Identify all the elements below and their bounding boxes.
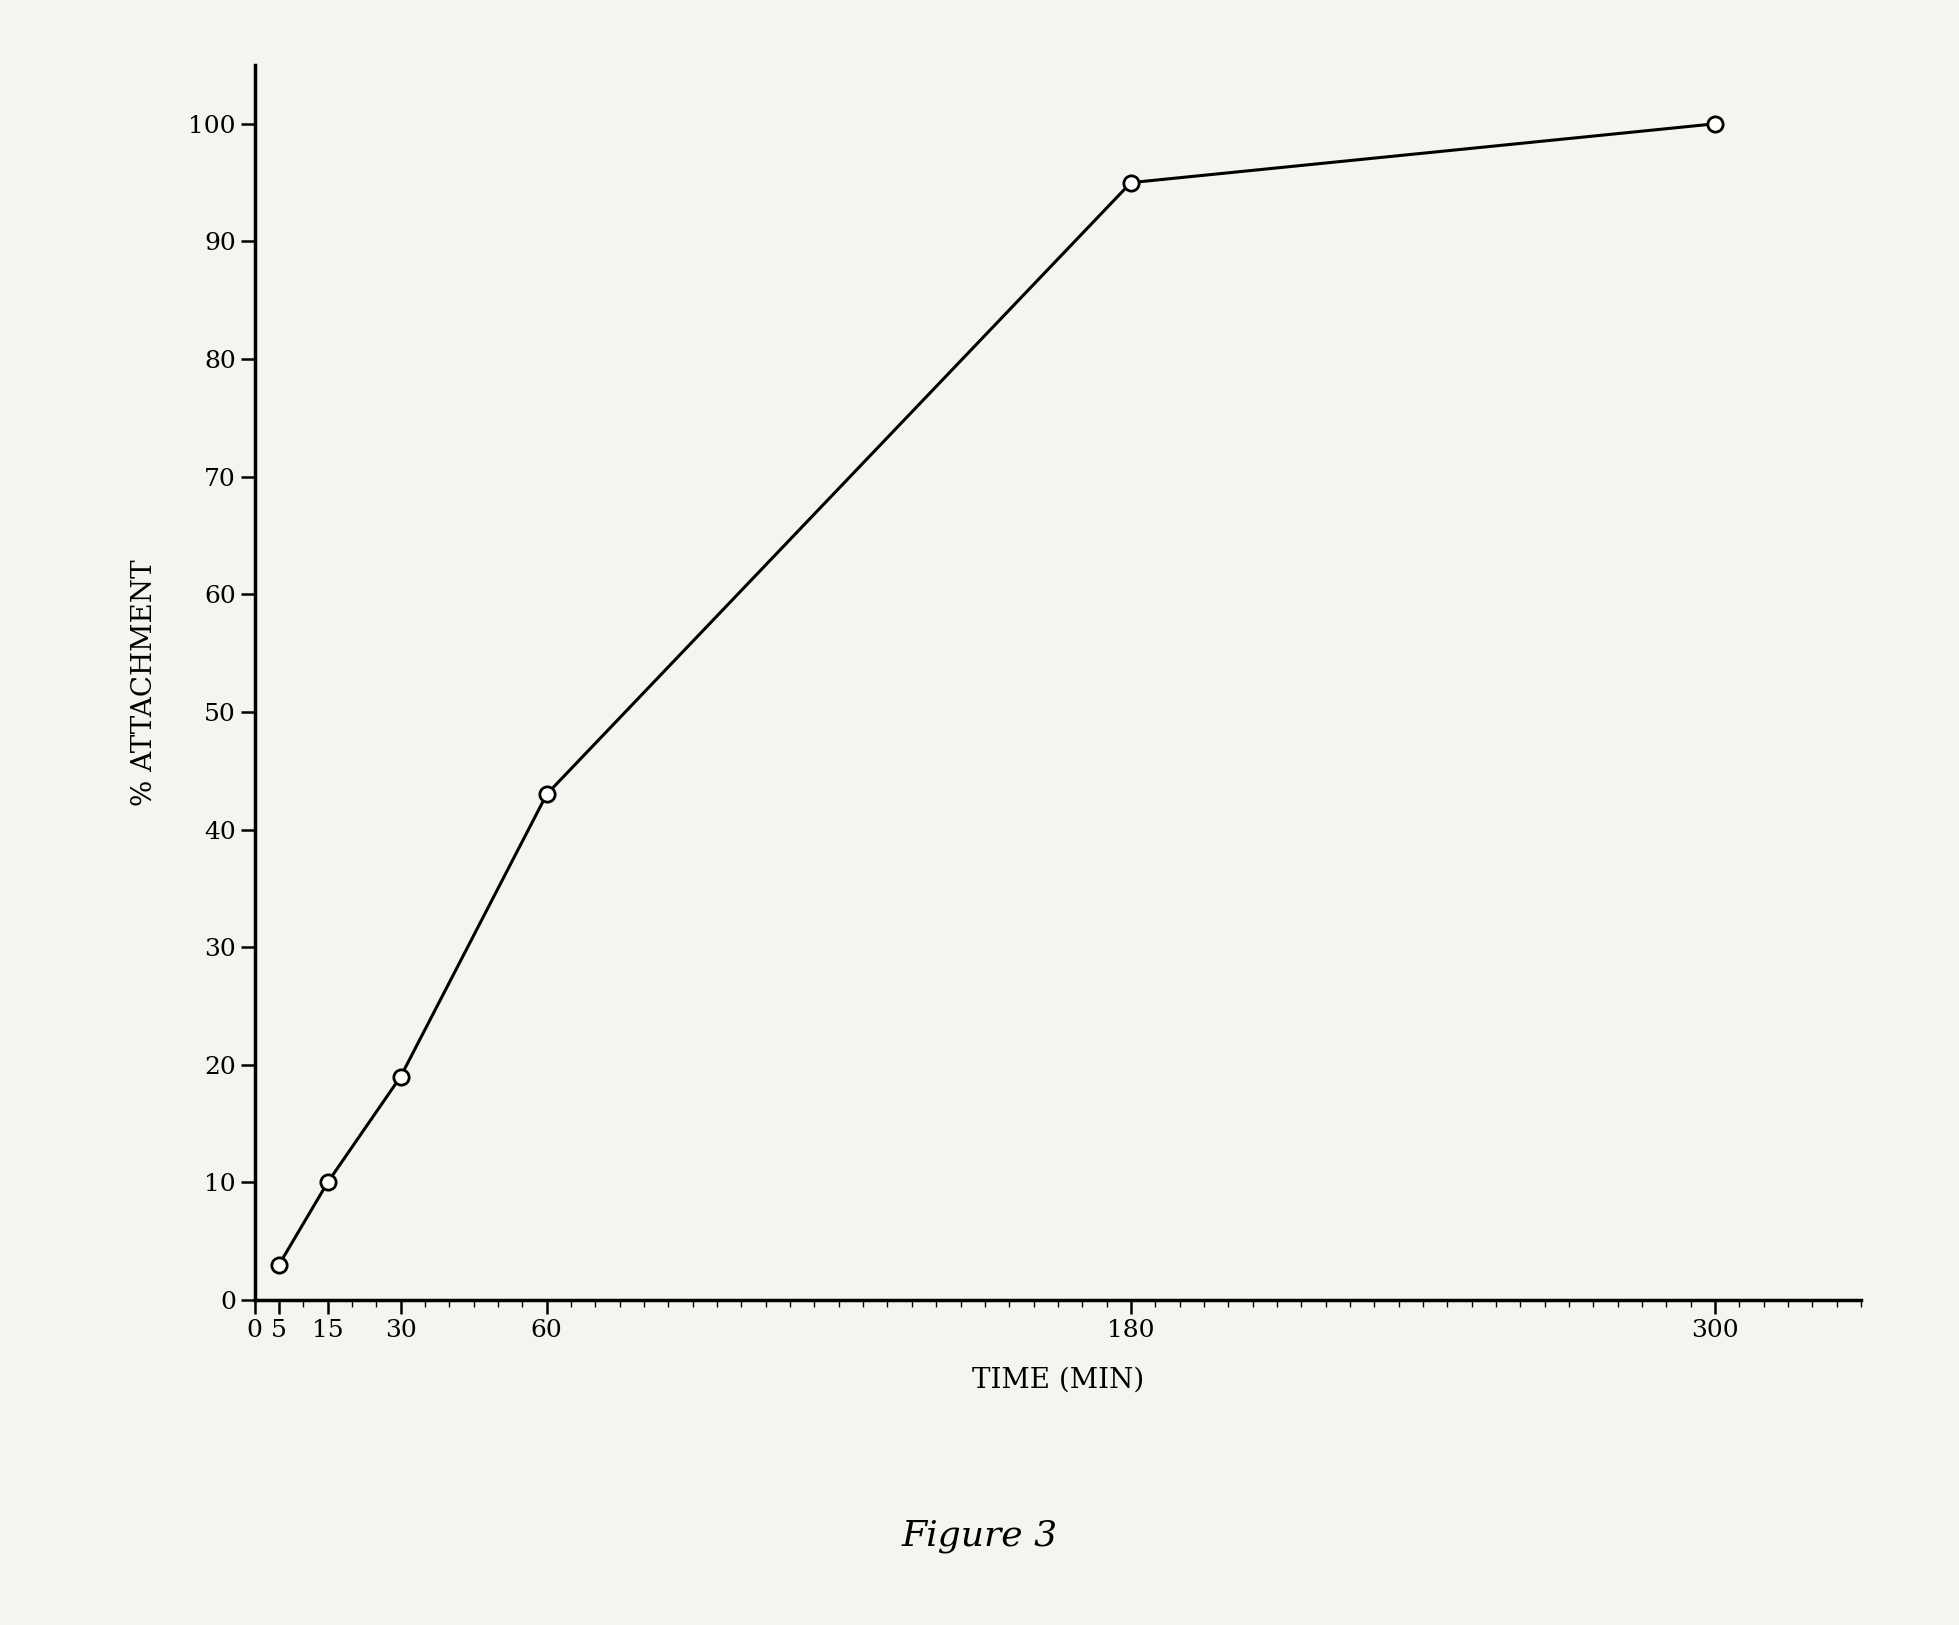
Y-axis label: % ATTACHMENT: % ATTACHMENT [131, 559, 159, 806]
Text: Figure 3: Figure 3 [901, 1519, 1058, 1552]
X-axis label: TIME (MIN): TIME (MIN) [972, 1367, 1144, 1394]
